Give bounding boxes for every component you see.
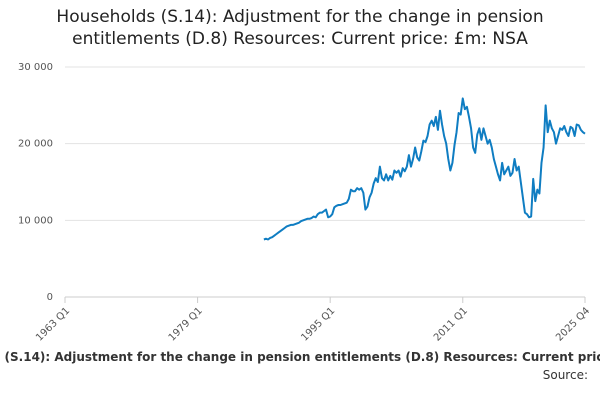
data-line xyxy=(263,97,586,241)
x-tick-label: 1979 Q1 xyxy=(167,305,205,343)
footer-title: Households (S.14): Adjustment for the ch… xyxy=(0,350,600,364)
x-tick-label: 1963 Q1 xyxy=(34,305,72,343)
y-tick-label: 10 000 xyxy=(18,215,53,226)
y-tick-label: 20 000 xyxy=(18,139,53,150)
x-tick-label: 2011 Q1 xyxy=(432,305,470,343)
y-tick-label: 30 000 xyxy=(18,62,53,73)
y-tick-label: 0 xyxy=(47,292,53,303)
footer: Households (S.14): Adjustment for the ch… xyxy=(0,350,600,364)
x-tick-label: 2025 Q4 xyxy=(554,305,592,343)
source: Source: xyxy=(542,368,588,382)
chart-title: Households (S.14): Adjustment for the ch… xyxy=(56,7,544,49)
x-tick-label: 1995 Q1 xyxy=(299,305,337,343)
